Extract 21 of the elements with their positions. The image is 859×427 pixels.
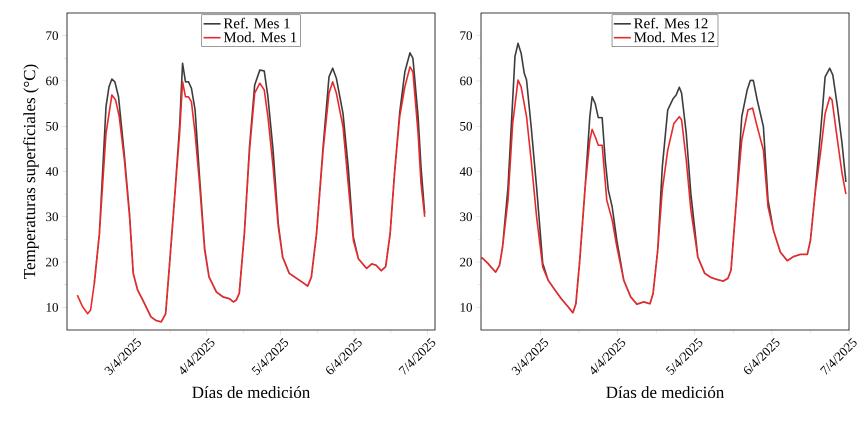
y-tick-label: 10 xyxy=(460,302,472,312)
y-tick-label: 30 xyxy=(46,212,58,222)
y-axis-title: Temperaturas superficiales (°C) xyxy=(23,64,39,279)
y-tick-label: 70 xyxy=(460,31,472,40)
y-tick-label: 50 xyxy=(46,122,58,131)
y-tick-label: 50 xyxy=(460,122,472,131)
y-tick-label: 30 xyxy=(460,212,472,222)
y-tick-label: 40 xyxy=(46,167,58,176)
legend-label: Ref. Mes 1 xyxy=(224,18,290,29)
legend-label: Ref. Mes 12 xyxy=(634,18,708,29)
y-tick-label: 40 xyxy=(460,167,472,176)
x-axis-title: Días de medición xyxy=(606,386,724,398)
legend-label: Mod. Mes 12 xyxy=(634,32,714,42)
y-tick-label: 20 xyxy=(46,258,58,266)
x-axis-title: Días de medición xyxy=(192,386,310,398)
y-tick-label: 20 xyxy=(460,258,472,266)
y-tick-label: 60 xyxy=(46,76,58,86)
y-tick-label: 70 xyxy=(46,31,58,40)
legend-label: Mod. Mes 1 xyxy=(224,32,296,42)
y-tick-label: 60 xyxy=(460,76,472,86)
y-tick-label: 10 xyxy=(46,302,58,312)
